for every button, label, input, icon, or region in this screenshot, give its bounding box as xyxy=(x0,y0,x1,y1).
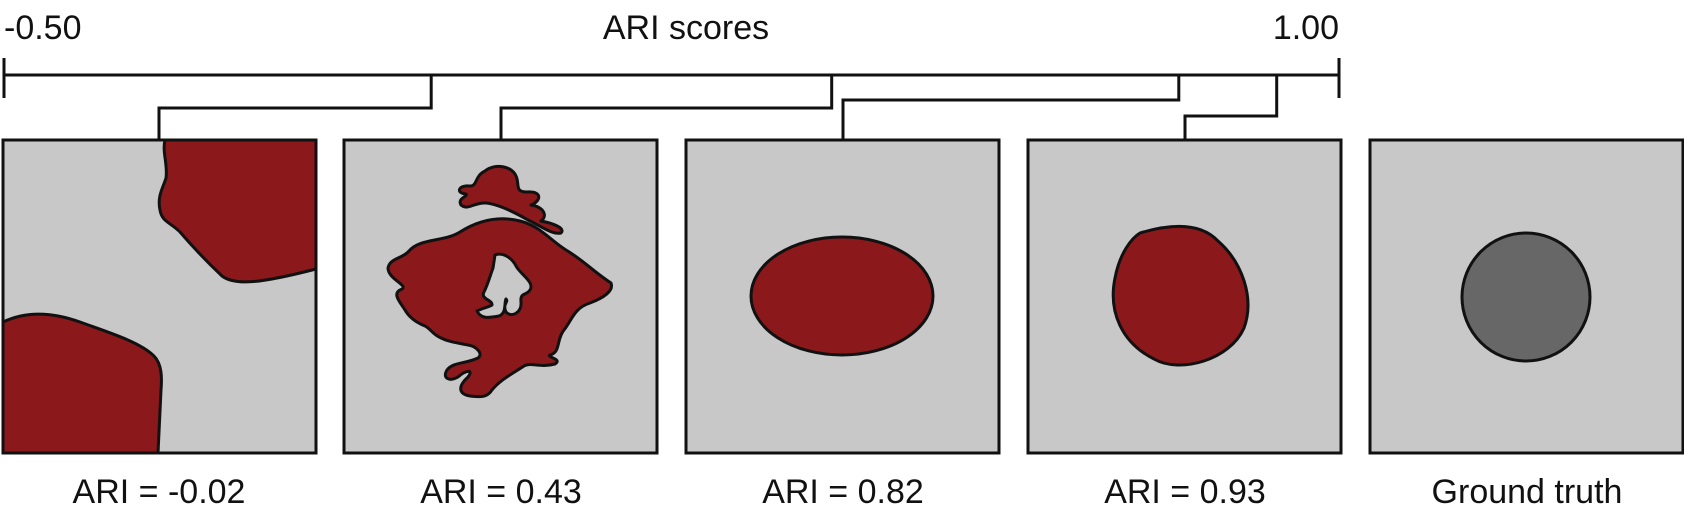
prediction-region-top xyxy=(157,138,318,284)
panel-ari-043 xyxy=(342,138,659,455)
score-connector-4 xyxy=(1183,75,1279,140)
panel-label-2: ARI = 0.43 xyxy=(420,473,582,511)
panel-ari-082 xyxy=(684,138,1001,455)
score-connector-2 xyxy=(499,75,834,140)
prediction-region-small xyxy=(457,164,564,235)
panel-label-3: ARI = 0.82 xyxy=(762,473,924,511)
score-connectors xyxy=(157,75,1279,140)
prediction-region-bottom xyxy=(1,312,163,455)
score-connector-1 xyxy=(157,75,433,140)
ground-truth-region xyxy=(1460,231,1592,363)
panel-ari-neg002 xyxy=(1,138,318,455)
panel-ari-093 xyxy=(1026,138,1343,455)
prediction-hole xyxy=(475,252,533,319)
panel-label-1: ARI = -0.02 xyxy=(73,473,246,511)
panel-label-4: ARI = 0.93 xyxy=(1104,473,1266,511)
prediction-region xyxy=(1111,224,1250,367)
score-connector-3 xyxy=(841,75,1181,140)
axis-max-label: 1.00 xyxy=(1273,9,1339,47)
ari-axis: -0.50 ARI scores 1.00 xyxy=(2,9,1341,98)
axis-min-label: -0.50 xyxy=(4,9,82,47)
axis-title: ARI scores xyxy=(603,9,769,47)
panel-labels: ARI = -0.02 ARI = 0.43 ARI = 0.82 ARI = … xyxy=(73,473,1623,511)
panel-label-5: Ground truth xyxy=(1432,473,1623,511)
panel-ground-truth xyxy=(1368,138,1684,455)
prediction-region xyxy=(749,235,935,357)
